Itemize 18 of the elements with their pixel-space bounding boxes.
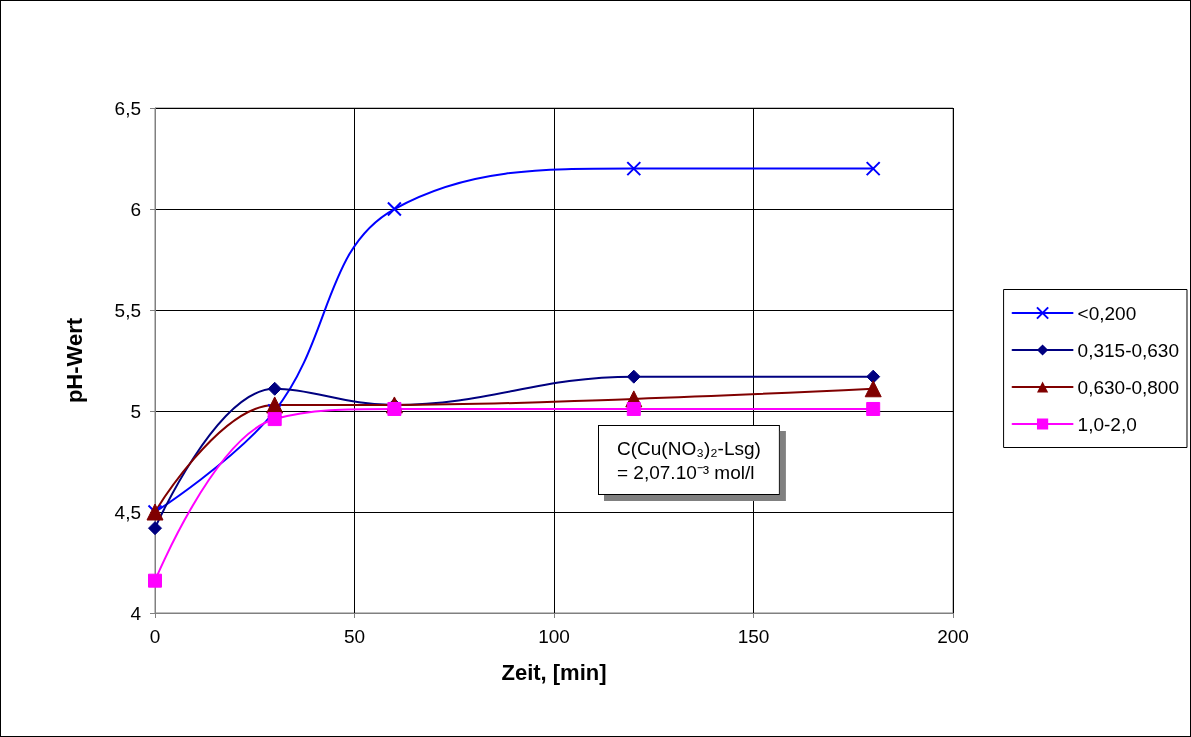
x-tick-label: 150 — [737, 626, 770, 647]
x-tick-label: 0 — [149, 626, 161, 647]
x-tick-label: 200 — [937, 626, 969, 647]
y-tick-label: 6 — [130, 198, 141, 220]
x-tick-label: 100 — [538, 626, 570, 647]
legend-label: <0,200 — [1077, 302, 1137, 324]
x-axis-title: Zeit, [min] — [501, 659, 607, 685]
legend-label: 0,630-0,800 — [1077, 376, 1179, 398]
annotation: C(Cu(NO₃)₂-Lsg) = 2,07.10⁻³ mol/l — [617, 437, 761, 483]
y-tick-label: 4,5 — [114, 501, 141, 523]
y-tick-label: 5,5 — [114, 299, 141, 321]
y-tick-label: 4 — [130, 602, 142, 624]
legend-label: 1,0-2,0 — [1077, 413, 1137, 435]
x-tick-label: 50 — [343, 626, 366, 647]
y-axis-title: pH-Wert — [61, 317, 87, 404]
y-tick-label: 6,5 — [114, 97, 141, 119]
y-tick-label: 5 — [130, 400, 141, 422]
legend-label: 0,315-0,630 — [1077, 339, 1179, 361]
